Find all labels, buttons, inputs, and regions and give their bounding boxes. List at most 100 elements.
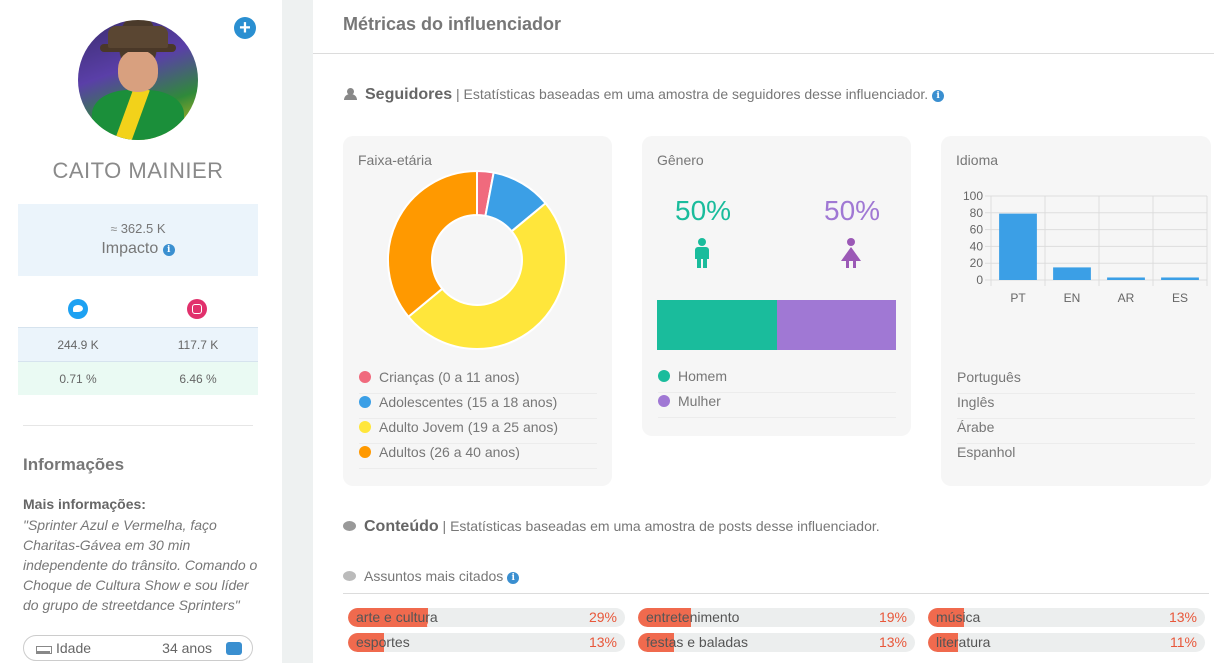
page-title: Métricas do influenciador [343, 14, 562, 34]
info-icon[interactable]: i [507, 572, 520, 584]
followers-row: 244.9 K 117.7 K [18, 327, 258, 361]
impact-label: Impacto [101, 240, 159, 257]
legend-label: Adultos (26 a 40 anos) [379, 444, 520, 460]
instagram-engagement: 6.46 % [179, 372, 217, 386]
bar[interactable] [1161, 277, 1199, 280]
topic-percent: 13% [878, 634, 907, 650]
legend-item: Adulto Jovem (19 a 25 anos) [359, 419, 597, 444]
age-card: Faixa-etária Crianças (0 a 11 anos) Adole… [343, 136, 612, 486]
language-bar-chart: 0 20 40 60 80 100 PT EN AR ES [963, 189, 1208, 305]
topic-percent: 29% [588, 609, 617, 625]
topic-percent: 13% [1168, 609, 1197, 625]
x-tick-label: PT [1010, 291, 1026, 305]
topic-name: arte e cultura [356, 609, 438, 625]
content-heading: Conteúdo [364, 518, 439, 535]
age-value: 34 anos [162, 640, 212, 656]
topic-name-highlight: entretenimento [646, 609, 691, 627]
topic-bar: esportesesportes13% [348, 633, 625, 652]
topic-name: literatura [936, 634, 991, 650]
social-icons [18, 296, 258, 324]
robot-icon [226, 642, 242, 655]
info-icon[interactable]: i [162, 244, 175, 256]
topic-bar: literaturaliteratura11% [928, 633, 1205, 652]
male-percent: 50% [675, 195, 732, 226]
topic-bar-fill [928, 608, 964, 627]
topic-name: música [936, 609, 981, 625]
topic-bar-fill [638, 608, 691, 627]
topic-name-highlight: arte e cultura [356, 609, 428, 627]
add-icon[interactable]: + [234, 17, 256, 39]
legend-item: Adultos (26 a 40 anos) [359, 444, 597, 469]
legend-dot [359, 446, 371, 458]
topic-name-overlay: esportes [348, 633, 384, 652]
impact-value: 362.5 K [120, 221, 166, 236]
topic-bar: músicamúsica 13% [928, 608, 1205, 627]
divider [313, 53, 1214, 54]
age-label: Idade [56, 640, 92, 656]
topic-name-highlight: literatura [936, 634, 958, 652]
donut-slice[interactable] [407, 201, 567, 350]
topic-bar: entretenimentoentretenimento19% [638, 608, 915, 627]
cake-icon [36, 642, 52, 654]
gender-bar [657, 300, 896, 350]
topic-name-highlight: esportes [356, 634, 384, 652]
impact-box: ≈ 362.5 K Impacto i [18, 204, 258, 276]
gender-bar-male [657, 300, 777, 350]
topic-percent: 11% [1170, 634, 1197, 650]
y-tick-label: 100 [963, 189, 983, 203]
topic-name-overlay: música [928, 608, 964, 627]
legend-dot [658, 370, 670, 382]
legend-dot [658, 395, 670, 407]
comment-icon [343, 521, 356, 531]
male-icon [693, 238, 711, 268]
bar[interactable] [1107, 277, 1145, 280]
language-card-title: Idioma [956, 152, 999, 168]
topic-percent: 19% [878, 609, 907, 625]
followers-section-heading: Seguidores | Estatísticas baseadas em um… [343, 86, 945, 104]
bio-text: "Sprinter Azul e Vermelha, faço Charitas… [23, 517, 258, 613]
twitter-followers: 244.9 K [57, 338, 99, 352]
donut-slice[interactable] [387, 169, 478, 319]
gender-card-title: Gênero [657, 152, 704, 168]
twitter-icon[interactable] [68, 299, 88, 319]
female-icon [841, 238, 861, 268]
profile-name: CAITO MAINIER [52, 158, 224, 183]
impact-label-row: Impacto i [18, 240, 258, 258]
more-info-label: Mais informações: [23, 496, 146, 512]
info-icon[interactable]: i [932, 90, 945, 102]
age-pill: Idade 34 anos [23, 635, 253, 661]
topic-name-highlight: festas e baladas [646, 634, 674, 652]
gender-card: Gênero 50% 50% Homem Mulher [642, 136, 911, 436]
language-card: Idioma 0 20 40 60 80 100 PT EN AR ES Português In… [941, 136, 1211, 486]
wifi-icon: ≈ [110, 222, 118, 236]
topic-bar-fill [638, 633, 674, 652]
bar[interactable] [999, 213, 1037, 280]
topic-percent: 13% [588, 634, 617, 650]
instagram-icon[interactable] [187, 299, 207, 319]
topic-name: festas e baladas [646, 634, 748, 650]
legend-label: Adulto Jovem (19 a 25 anos) [379, 419, 558, 435]
topic-name: entretenimento [646, 609, 740, 625]
gender-bar-female [776, 300, 896, 350]
topic-bar-fill [928, 633, 959, 652]
legend-label: Mulher [678, 393, 721, 409]
legend-dot [359, 396, 371, 408]
topic-name-overlay: literatura [928, 633, 958, 652]
comment-icon [343, 571, 356, 581]
topics-subtitle-row: Assuntos mais citados i [343, 568, 520, 584]
legend-item-female: Mulher [658, 393, 896, 418]
followers-heading: Seguidores [365, 86, 453, 103]
legend-item: Crianças (0 a 11 anos) [359, 369, 597, 394]
followers-description: | Estatísticas baseadas em uma amostra d… [456, 86, 929, 102]
legend-dot [359, 371, 371, 383]
language-item: Espanhol [957, 444, 1016, 460]
bar[interactable] [1053, 267, 1091, 280]
age-card-title: Faixa-etária [358, 152, 432, 168]
topic-name: esportes [356, 634, 410, 650]
x-tick-label: AR [1118, 291, 1135, 305]
legend-dot [359, 421, 371, 433]
avatar [78, 20, 198, 140]
impact-value-row: ≈ 362.5 K [18, 221, 258, 236]
